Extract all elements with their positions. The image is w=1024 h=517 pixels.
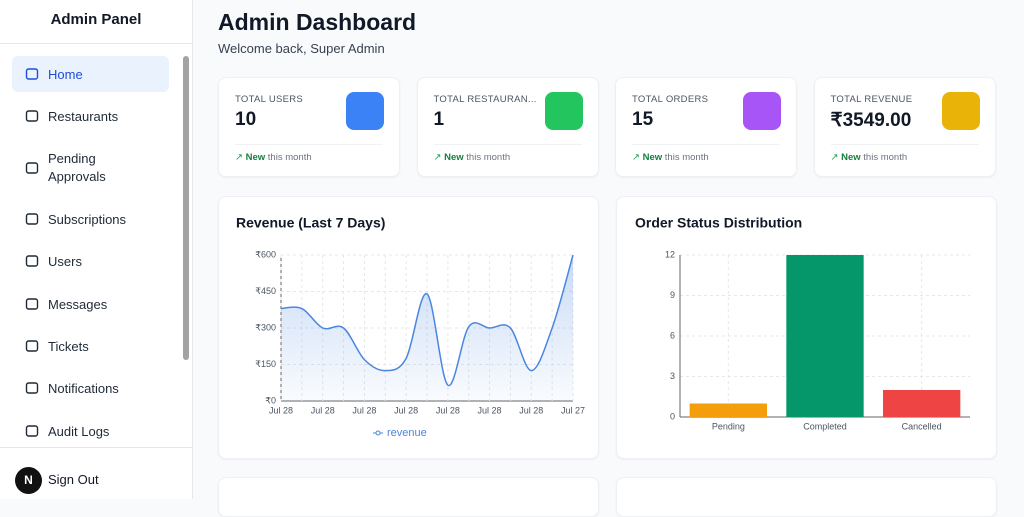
- stat-card: TOTAL REVENUE ₹3549.00 ↗ New this month: [813, 77, 996, 177]
- page-subtitle: Welcome back, Super Admin: [218, 41, 385, 56]
- stat-badge: New: [841, 152, 861, 163]
- nav-label: Pending Approvals: [48, 151, 106, 184]
- stat-value: 1: [433, 109, 445, 130]
- stat-value: 10: [235, 109, 257, 130]
- divider: [235, 144, 383, 145]
- stat-badge: New: [245, 152, 266, 163]
- nav-label: Restaurants: [48, 108, 119, 124]
- chart-card: [218, 196, 599, 459]
- page: Admin Panel Home Restaurants Pending Appro…: [0, 0, 997, 517]
- scrollbar[interactable]: [183, 56, 189, 360]
- stat-note-text: this month: [267, 152, 312, 163]
- divider: [433, 144, 582, 145]
- stat-icon: [544, 92, 583, 130]
- nav-label: Notifications: [48, 380, 119, 396]
- nav-item[interactable]: Pending Approvals: [12, 141, 169, 195]
- sidebar-footer: N Sign Out: [0, 447, 193, 499]
- nav-item[interactable]: Audit Logs: [12, 413, 169, 449]
- stat-card: TOTAL ORDERS 15 ↗ New this month: [615, 77, 797, 177]
- stat-icon: [743, 92, 781, 130]
- nav-label: Audit Logs: [48, 423, 110, 439]
- page-title: Admin Dashboard: [218, 9, 417, 35]
- stat-note: ↗ New this month: [830, 152, 908, 163]
- stat-label: TOTAL REVENUE: [830, 94, 913, 105]
- nav-item[interactable]: Messages: [12, 286, 169, 322]
- stat-note: ↗ New this month: [235, 152, 312, 163]
- stat-value: 15: [632, 109, 654, 130]
- stat-icon: [346, 92, 384, 130]
- nav-label: Tickets: [48, 338, 89, 354]
- stat-label: TOTAL RESTAURAN...: [433, 94, 537, 105]
- nav-label: Users: [48, 253, 82, 269]
- card: [218, 477, 599, 517]
- nav-item[interactable]: Users: [12, 243, 169, 279]
- card: [616, 477, 997, 517]
- stat-label: TOTAL USERS: [235, 94, 304, 105]
- nav-item[interactable]: Home: [12, 56, 169, 92]
- stat-card: TOTAL RESTAURAN... 1 ↗ New this month: [416, 77, 599, 177]
- stat-icon: [941, 92, 980, 130]
- sidebar-title: Admin Panel: [0, 0, 192, 44]
- chart-card: [616, 196, 997, 459]
- nav-label: Messages: [48, 296, 108, 312]
- stat-badge: New: [642, 152, 663, 163]
- stat-card: TOTAL USERS 10 ↗ New this month: [218, 77, 400, 177]
- nav-item[interactable]: Notifications: [12, 370, 169, 406]
- nav-item[interactable]: Tickets: [12, 328, 169, 364]
- nav-label: Home: [48, 66, 83, 82]
- stat-value: ₹3549.00: [830, 110, 912, 131]
- nav-label: Subscriptions: [48, 211, 127, 227]
- stat-note: ↗ New this month: [632, 152, 709, 163]
- avatar[interactable]: N: [15, 467, 42, 494]
- divider: [830, 144, 979, 145]
- stat-note-text: this month: [466, 152, 511, 163]
- stat-badge: New: [444, 152, 464, 163]
- stat-note-text: this month: [863, 152, 908, 163]
- stat-note-text: this month: [664, 152, 709, 163]
- nav-item[interactable]: Subscriptions: [12, 201, 169, 237]
- sign-out[interactable]: Sign Out: [48, 472, 99, 487]
- sidebar: Admin Panel Home Restaurants Pending Appro…: [0, 0, 193, 499]
- stat-label: TOTAL ORDERS: [632, 94, 709, 105]
- stat-note: ↗ New this month: [433, 152, 511, 163]
- divider: [632, 144, 780, 145]
- nav-item[interactable]: Restaurants: [12, 98, 169, 134]
